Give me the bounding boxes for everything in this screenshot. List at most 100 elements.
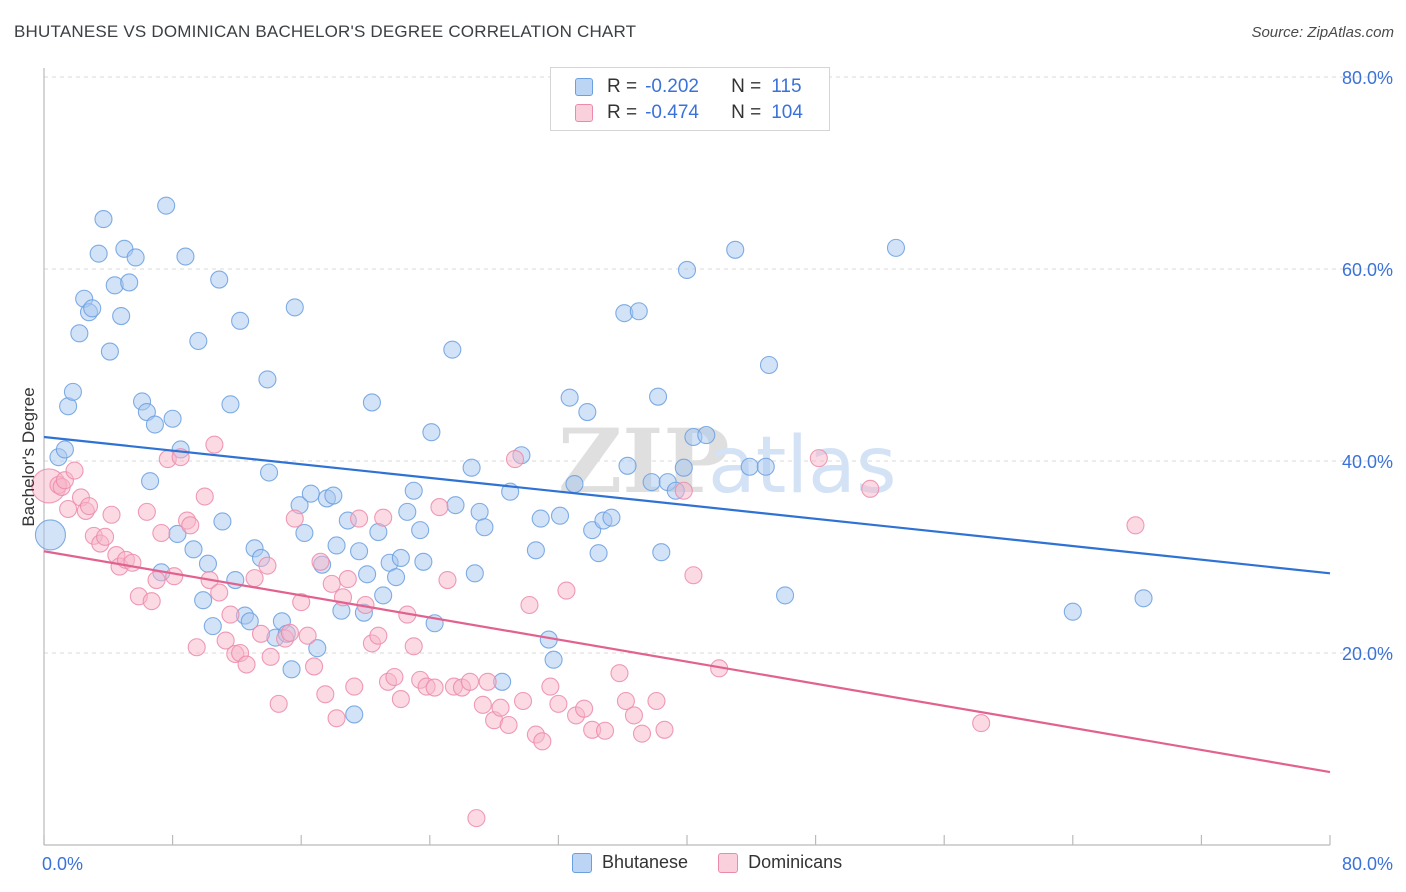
dominican-point [520,595,539,615]
dominican-point [473,695,492,714]
bhutanese-point [126,248,145,267]
legend-label-dominicans: Dominicans [748,852,843,872]
bhutanese-point [374,586,393,605]
bhutanese-point [649,387,668,406]
bhutanese-point [404,481,423,500]
dominican-point [684,566,703,585]
bhutanese-point [565,474,584,494]
bhutanese-point [221,395,240,414]
dominican-point [152,523,171,543]
bhutanese-point [83,299,102,318]
bhutanese-point [350,542,369,561]
bhutanese-point [112,306,131,326]
bhutanese-point [726,240,745,259]
dominican-point [491,698,510,717]
dominican-point [292,593,311,612]
bhutanese-point [70,324,89,343]
bhutanese-point [141,472,160,491]
dominican-point [195,487,214,506]
dominican-point [251,624,271,643]
bhutanese-point [422,423,441,442]
dominican-point [311,552,330,571]
bhutanese-point [362,393,381,412]
bhutanese-point [176,247,195,266]
dominican-point [557,581,576,600]
dominican-trendline [43,550,1331,774]
bhutanese-point [578,402,597,422]
bhutanese-point [550,506,570,525]
dominican-point [147,570,166,590]
dominican-point [655,720,674,739]
legend-item-bhutanese: Bhutanese [572,852,688,873]
dominican-point [460,672,480,691]
bhutanese-point [642,473,661,492]
bhutanese-point [1063,602,1082,621]
legend-swatch-blue [572,852,592,873]
y-tick-label: 80.0% [1342,68,1393,88]
legend-item-dominicans: Dominicans [718,852,842,873]
dominican-point [513,691,533,711]
bhutanese-point [589,544,608,563]
trend-layer [43,435,1331,774]
bhutanese-point [327,536,346,555]
legend-n-value: 104 [771,102,803,123]
bhutanese-point [462,458,481,477]
bhutanese-point [776,586,795,605]
watermark-zip: ZIP [558,409,730,513]
dominican-point [674,481,693,500]
dominican-point [350,509,369,528]
label-layer: 20.0% 40.0% 60.0% 80.0% 0.0% 80.0% Bachelor's … [19,68,1393,874]
bhutanese-point [411,521,430,540]
dominican-point [374,508,393,527]
dominican-point [624,706,644,725]
y-axis-label: Bachelor's Degree [19,387,38,526]
legend-label-bhutanese: Bhutanese [602,852,689,872]
dominican-point [187,638,206,657]
dominican-point [142,592,161,611]
dominican-point [269,694,288,713]
dominican-point [205,435,224,454]
bhutanese-point [475,518,494,537]
bhutanese-point [184,540,203,559]
bhutanese-point [258,370,277,389]
bhutanese-point [618,456,637,475]
dominican-point [533,732,552,751]
dominican-point [221,605,240,624]
dominican-point [385,667,404,687]
bhutanese-point [465,564,484,583]
bhutanese-point [189,331,208,351]
series-legend: Bhutanese Dominicans [572,852,872,873]
axis-layer [43,68,1331,846]
dominican-point [322,574,341,593]
grid-layer [44,76,1392,654]
legend-swatch-pink [575,104,593,122]
dominican-point [430,498,449,517]
dominican-point [575,699,594,718]
bhutanese-point [89,244,108,263]
legend-r-value: -0.202 [645,76,699,97]
dominican-point [285,509,304,528]
dominican-point [541,677,560,696]
y-tick-label: 20.0% [1342,644,1393,664]
bhutanese-point [120,273,139,292]
source-label: Source: ZipAtlas.com [1251,24,1394,41]
dominican-point [595,721,615,740]
bhutanese-point [531,509,550,528]
bhutanese-point [282,660,301,679]
bhutanese-point [443,340,462,359]
dominican-point [338,570,357,589]
dominican-point [391,690,410,709]
dominican-point [809,449,828,468]
bhutanese-point [157,196,176,215]
legend-row-dominicans: R = -0.474 N = 104 [575,101,803,125]
bhutanese-point [34,519,66,551]
bhutanese-point [526,541,545,560]
bhutanese-point [210,270,229,289]
bhutanese-point [94,210,113,229]
bhutanese-point [295,523,314,543]
dominican-point [972,714,991,733]
legend-n-label: N = [731,102,762,123]
bhutanese-point [259,463,279,482]
dominican-point [632,724,652,743]
